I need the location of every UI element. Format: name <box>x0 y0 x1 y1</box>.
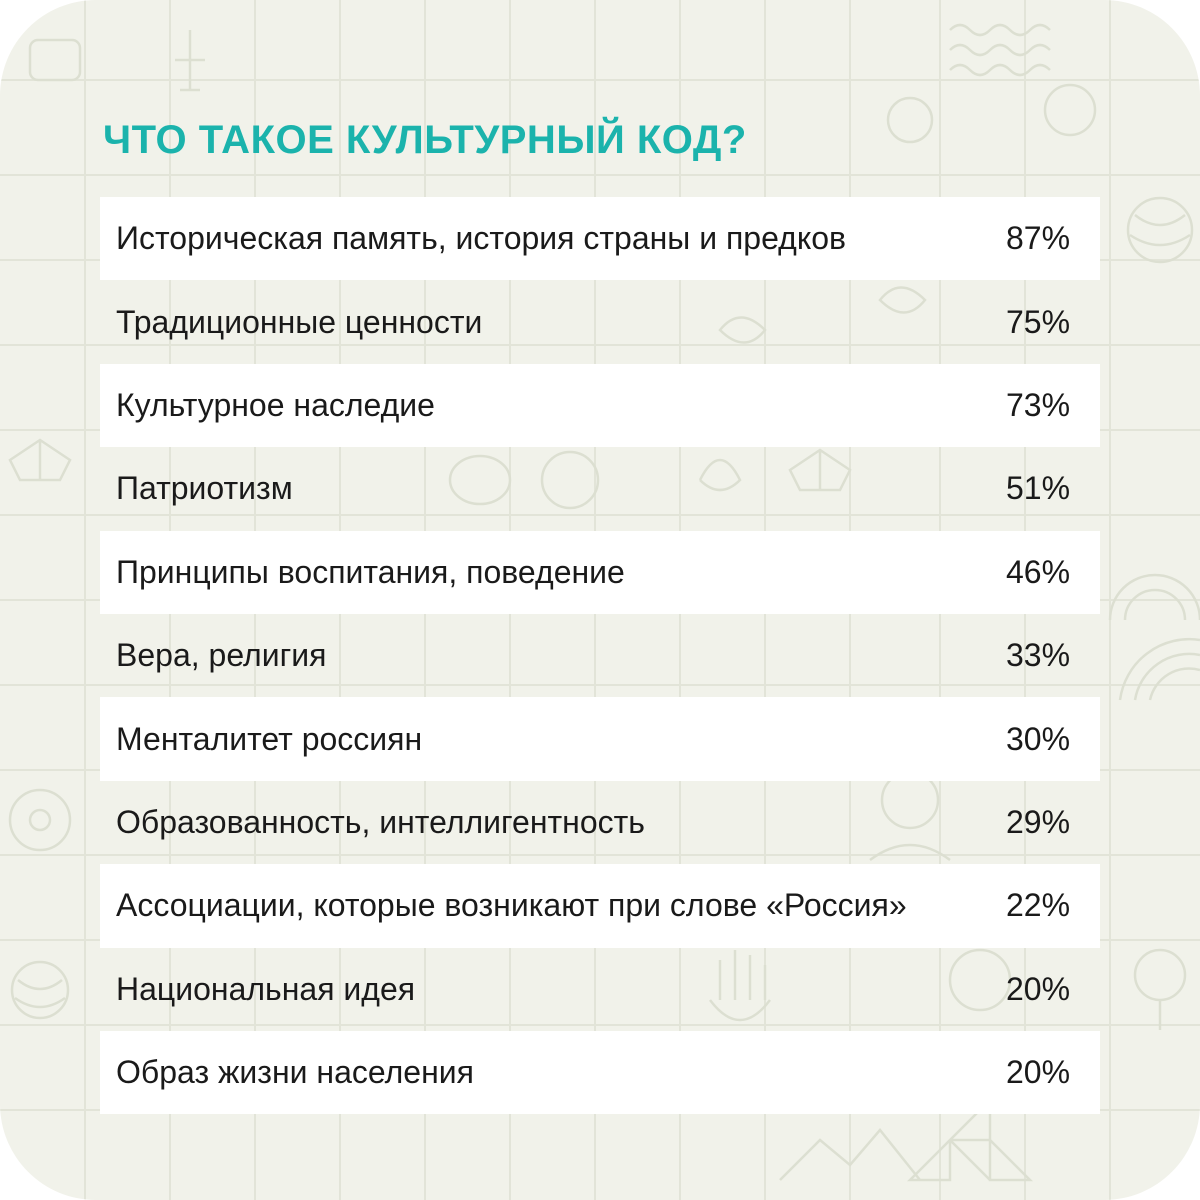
row-value: 20% <box>1006 1054 1071 1091</box>
row-label: Национальная идея <box>116 970 416 1007</box>
row-label: Образ жизни населения <box>116 1054 474 1091</box>
row-label: Менталитет россиян <box>116 720 423 757</box>
row-label: Патриотизм <box>116 470 293 507</box>
row-value: 20% <box>1006 970 1071 1007</box>
table-row: Вера, религия 33% <box>100 614 1100 697</box>
row-value: 29% <box>1006 803 1071 840</box>
row-label: Вера, религия <box>116 637 327 674</box>
row-label: Культурное наследие <box>116 386 435 423</box>
results-table: Историческая память, история страны и пр… <box>100 197 1100 1115</box>
row-value: 46% <box>1006 553 1071 590</box>
row-value: 73% <box>1006 386 1071 423</box>
row-value: 22% <box>1006 887 1071 924</box>
row-value: 87% <box>1006 220 1071 257</box>
table-row: Принципы воспитания, поведение 46% <box>100 530 1100 614</box>
row-value: 33% <box>1006 637 1071 674</box>
row-value: 51% <box>1006 470 1071 507</box>
table-row: Менталитет россиян 30% <box>100 697 1100 781</box>
row-label: Историческая память, история страны и пр… <box>116 220 846 257</box>
table-row: Образ жизни населения 20% <box>100 1030 1100 1115</box>
row-value: 75% <box>1006 303 1071 340</box>
table-row: Историческая память, история страны и пр… <box>100 197 1100 281</box>
row-label: Традиционные ценности <box>116 303 483 340</box>
row-label: Ассоциации, которые возникают при слове … <box>116 887 907 924</box>
table-row: Образованность, интеллигентность 29% <box>100 781 1100 864</box>
table-row: Традиционные ценности 75% <box>100 280 1100 363</box>
row-label: Образованность, интеллигентность <box>116 803 645 840</box>
table-row: Патриотизм 51% <box>100 447 1100 530</box>
table-row: Национальная идея 20% <box>100 948 1100 1031</box>
page-title: ЧТО ТАКОЕ КУЛЬТУРНЫЙ КОД? <box>103 118 747 162</box>
table-row: Ассоциации, которые возникают при слове … <box>100 864 1100 948</box>
row-label: Принципы воспитания, поведение <box>116 553 625 590</box>
table-row: Культурное наследие 73% <box>100 363 1100 448</box>
row-value: 30% <box>1006 720 1071 757</box>
